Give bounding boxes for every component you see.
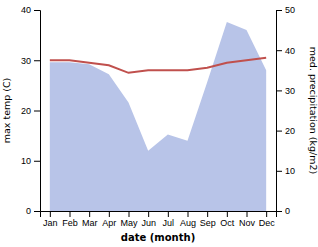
tick: 40: [276, 46, 295, 56]
area: [50, 22, 266, 211]
tick-label: 40: [285, 46, 295, 56]
tick: Jul: [163, 211, 175, 228]
tick-mark: [276, 10, 282, 11]
tick-mark: [276, 211, 282, 212]
tick: Dec: [259, 211, 276, 228]
tick-label: 10: [21, 156, 31, 166]
marks: [50, 22, 266, 211]
tick-label: 20: [21, 106, 31, 116]
axis-line: [41, 212, 277, 218]
tick-mark: [188, 211, 189, 217]
tick-label: Jan: [43, 218, 58, 228]
chart: Jan Feb Mar Apr MayJun Jul Aug Sep Oct NovDec 0 10 2…: [0, 0, 318, 247]
x-axis-title: date (month): [121, 232, 195, 243]
tick-mark: [148, 211, 149, 217]
tick-label: 30: [21, 56, 31, 66]
tick-mark: [34, 211, 40, 212]
tick: 0: [26, 206, 40, 216]
tick: Oct: [220, 211, 235, 228]
tick-label: Nov: [239, 218, 256, 228]
tick-mark: [227, 211, 228, 217]
tick-mark: [34, 161, 40, 162]
tick-label: Feb: [62, 218, 78, 228]
tick-label: 30: [285, 86, 295, 96]
y2-axis: 0 10 20 30 40 50: [276, 5, 295, 216]
tick-label: Sep: [200, 218, 216, 228]
tick-mark: [276, 171, 282, 172]
tick-mark: [109, 211, 110, 217]
tick-mark: [34, 60, 40, 61]
tick-label: 10: [285, 166, 295, 176]
tick-mark: [34, 10, 40, 11]
tick-label: 50: [285, 5, 295, 15]
tick-label: Aug: [180, 218, 196, 228]
plot: Jan Feb Mar Apr MayJun Jul Aug Sep Oct NovDec 0 10 2…: [21, 5, 295, 228]
axis-line: [277, 11, 283, 212]
tick: Mar: [82, 211, 98, 228]
tick: Sep: [200, 211, 216, 228]
tick: Nov: [239, 211, 256, 228]
tick-label: Jul: [163, 218, 175, 228]
tick: Jan: [43, 211, 58, 228]
y-axis-title: max temp (C): [1, 78, 12, 144]
tick: Feb: [62, 211, 78, 228]
tick: 0: [276, 206, 290, 216]
tick-mark: [168, 211, 169, 217]
tick-mark: [129, 211, 130, 217]
y2-axis-title: med. precipitation (kg/m2): [308, 47, 318, 174]
tick: 30: [21, 56, 40, 66]
tick-label: 0: [26, 206, 31, 216]
axis-line: [34, 11, 41, 212]
tick: 10: [21, 156, 40, 166]
tick-label: Apr: [102, 218, 116, 228]
tick-mark: [89, 211, 90, 217]
tick-mark: [266, 211, 267, 217]
tick: 30: [276, 86, 295, 96]
tick: Jun: [141, 211, 156, 228]
tick: 10: [276, 166, 295, 176]
tick-mark: [276, 90, 282, 91]
tick: 20: [21, 106, 40, 116]
tick: 40: [21, 5, 40, 15]
tick-mark: [247, 211, 248, 217]
x-axis: Jan Feb Mar Apr MayJun Jul Aug Sep Oct NovDec: [41, 211, 277, 228]
line: [50, 58, 266, 73]
tick-label: May: [120, 218, 138, 228]
tick-label: 40: [21, 5, 31, 15]
tick: 20: [276, 126, 295, 136]
tick: 50: [276, 5, 295, 15]
tick-label: Oct: [220, 218, 235, 228]
tick-mark: [50, 211, 51, 217]
tick-label: Dec: [259, 218, 276, 228]
tick-mark: [276, 50, 282, 51]
tick-mark: [207, 211, 208, 217]
tick-mark: [70, 211, 71, 217]
tick-label: Mar: [82, 218, 98, 228]
tick-mark: [276, 131, 282, 132]
tick-label: 20: [285, 126, 295, 136]
tick-mark: [34, 111, 40, 112]
tick: May: [120, 211, 138, 228]
tick-label: Jun: [141, 218, 156, 228]
y-axis: 0 10 20 30 40: [21, 5, 41, 216]
tick: Apr: [102, 211, 116, 228]
tick: Aug: [180, 211, 196, 228]
tick-label: 0: [285, 206, 290, 216]
